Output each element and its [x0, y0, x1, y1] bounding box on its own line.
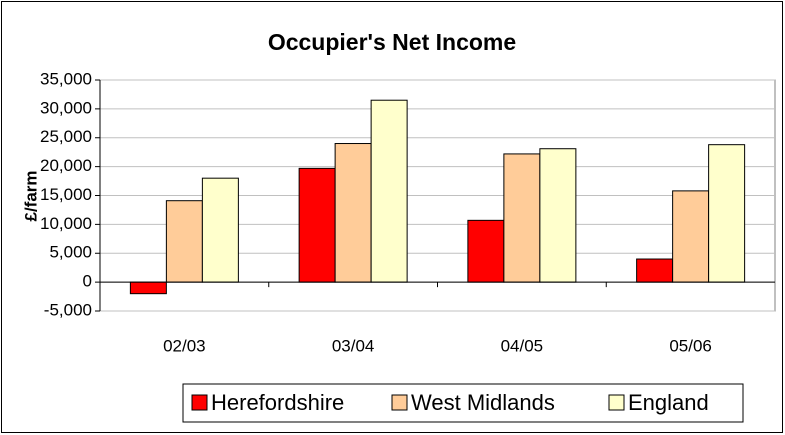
bar: [165, 200, 203, 283]
y-axis-label: £/farm: [21, 170, 40, 221]
bar: [201, 177, 239, 283]
bar: [672, 190, 710, 283]
y-tick-label: 15,000: [40, 185, 92, 204]
x-tick-label: 04/05: [501, 336, 544, 355]
y-tick-label: 0: [83, 272, 92, 291]
bar: [708, 144, 746, 283]
bar: [636, 258, 674, 283]
x-tick-label: 03/04: [332, 336, 375, 355]
x-tick-label: 05/06: [669, 336, 712, 355]
legend-box: [182, 383, 744, 423]
bar: [503, 153, 541, 283]
bar: [539, 148, 577, 283]
legend-swatch: [191, 394, 208, 411]
x-tick-label: 02/03: [163, 336, 206, 355]
legend-label: Herefordshire: [211, 390, 344, 415]
chart-title: Occupier's Net Income: [268, 29, 516, 55]
legend-label: West Midlands: [411, 390, 555, 415]
y-tick-label: 35,000: [40, 69, 92, 88]
bar: [129, 281, 167, 295]
legend-swatch: [608, 394, 625, 411]
y-tick-label: 30,000: [40, 98, 92, 117]
bar: [467, 219, 505, 283]
bar: [370, 99, 408, 283]
legend-label: England: [628, 390, 709, 415]
y-tick-label: -5,000: [44, 300, 92, 319]
y-tick-label: 25,000: [40, 127, 92, 146]
legend-swatch: [391, 394, 408, 411]
bar: [334, 143, 372, 283]
y-tick-label: 10,000: [40, 214, 92, 233]
bar: [298, 167, 336, 283]
y-tick-label: 20,000: [40, 156, 92, 175]
y-tick-label: 5,000: [49, 243, 92, 262]
